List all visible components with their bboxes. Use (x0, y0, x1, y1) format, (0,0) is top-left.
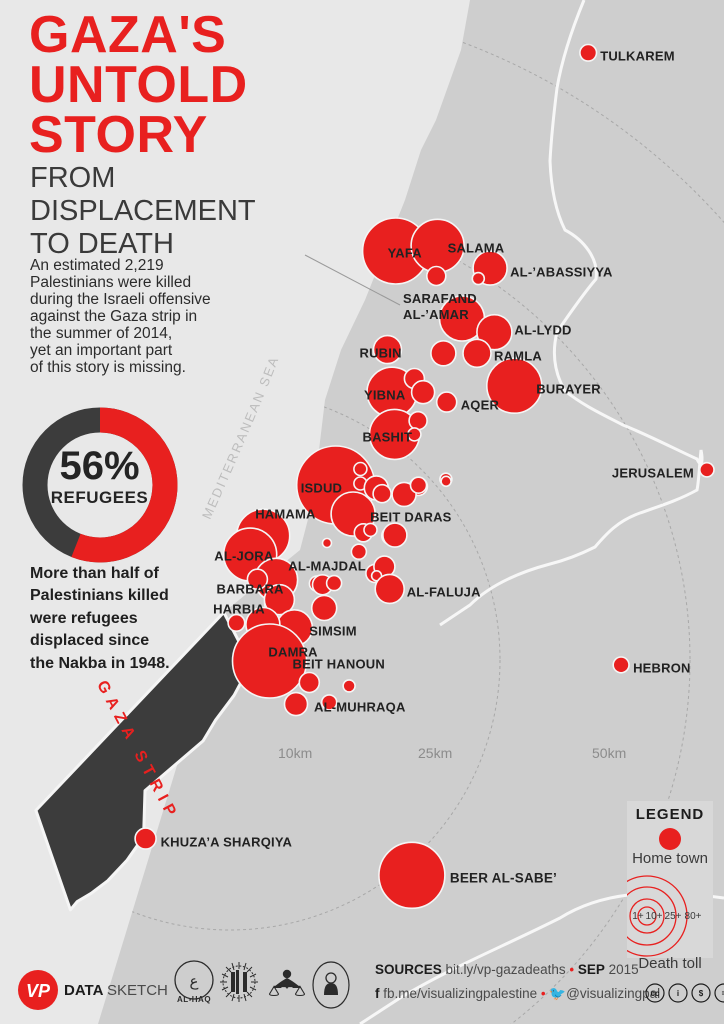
svg-text:80+: 80+ (685, 911, 702, 922)
svg-text:10+: 10+ (646, 911, 663, 922)
svg-text:VP: VP (26, 981, 51, 1001)
svg-text:25+: 25+ (665, 911, 682, 922)
svg-text:1+: 1+ (632, 911, 644, 922)
svg-text:i: i (677, 989, 679, 998)
svg-text:ع: ع (190, 974, 199, 990)
svg-text:cc: cc (651, 989, 660, 998)
svg-text:AL-HAQ: AL-HAQ (177, 995, 211, 1004)
svg-text:$: $ (699, 989, 704, 998)
